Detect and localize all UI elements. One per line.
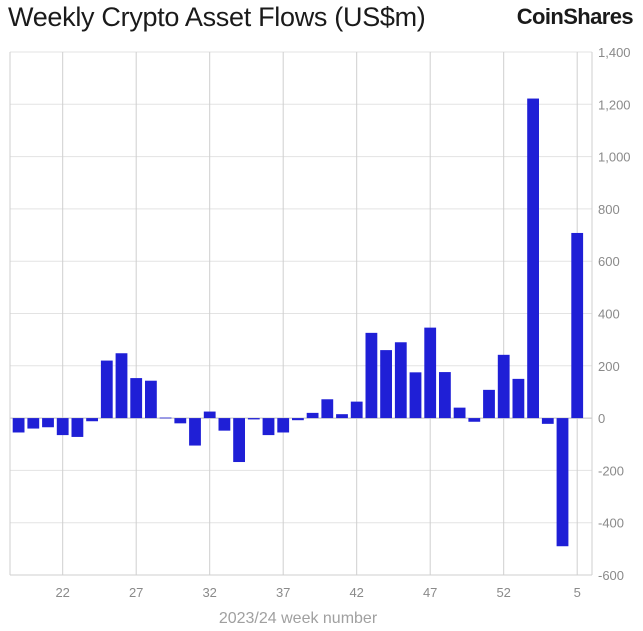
bar: [27, 418, 40, 429]
bar: [42, 418, 54, 428]
x-tick-label: 32: [202, 585, 216, 600]
bar: [439, 372, 451, 419]
bar: [336, 414, 348, 419]
bar: [262, 418, 275, 436]
bar: [483, 389, 495, 419]
x-tick-label: 47: [423, 585, 437, 600]
bar: [115, 353, 128, 419]
y-tick-label: -400: [598, 516, 624, 531]
y-tick-label: -600: [598, 568, 624, 583]
y-tick-label: 600: [598, 254, 620, 269]
y-tick-label: 1,200: [598, 97, 631, 112]
bar: [541, 418, 554, 424]
x-tick-label: 42: [349, 585, 363, 600]
bar: [100, 360, 113, 419]
bar: [497, 354, 510, 419]
x-axis-title: 2023/24 week number: [219, 610, 378, 627]
bar: [145, 380, 157, 419]
x-tick-label: 27: [129, 585, 143, 600]
bar: [56, 418, 69, 436]
bar: [409, 372, 422, 419]
bar: [277, 418, 290, 433]
bar: [12, 418, 25, 433]
bar: [512, 378, 525, 419]
bar: [424, 327, 437, 419]
bar: [365, 332, 378, 419]
bar: [174, 418, 187, 424]
y-tick-label: 1,000: [598, 150, 631, 165]
bar: [71, 418, 84, 437]
bar: [394, 342, 407, 419]
y-tick-label: 200: [598, 359, 620, 374]
bar: [380, 350, 392, 419]
bar: [556, 418, 569, 547]
x-tick-label: 37: [276, 585, 290, 600]
bar: [571, 232, 584, 419]
y-tick-label: 400: [598, 307, 620, 322]
bar: [247, 418, 260, 420]
bar: [527, 98, 539, 419]
bar: [189, 418, 201, 446]
coinshares-logo: CoinShares: [516, 4, 634, 29]
bar: [306, 412, 319, 419]
x-tick-label: 52: [496, 585, 510, 600]
x-tick-label: 5: [574, 585, 581, 600]
bar: [130, 378, 143, 419]
bar: [292, 418, 304, 421]
bar: [203, 411, 216, 419]
y-tick-label: 1,400: [598, 45, 631, 60]
bar: [453, 407, 466, 419]
bar: [350, 401, 363, 419]
bar: [468, 418, 481, 422]
y-tick-label: 800: [598, 202, 620, 217]
bar: [233, 418, 245, 463]
bar: [218, 418, 231, 431]
bar: [321, 399, 334, 419]
y-tick-label: 0: [598, 411, 605, 426]
y-tick-label: -200: [598, 463, 624, 478]
bar: [86, 418, 98, 422]
x-tick-label: 22: [55, 585, 69, 600]
bar: [159, 417, 172, 419]
page-title: Weekly Crypto Asset Flows (US$m): [8, 2, 426, 32]
